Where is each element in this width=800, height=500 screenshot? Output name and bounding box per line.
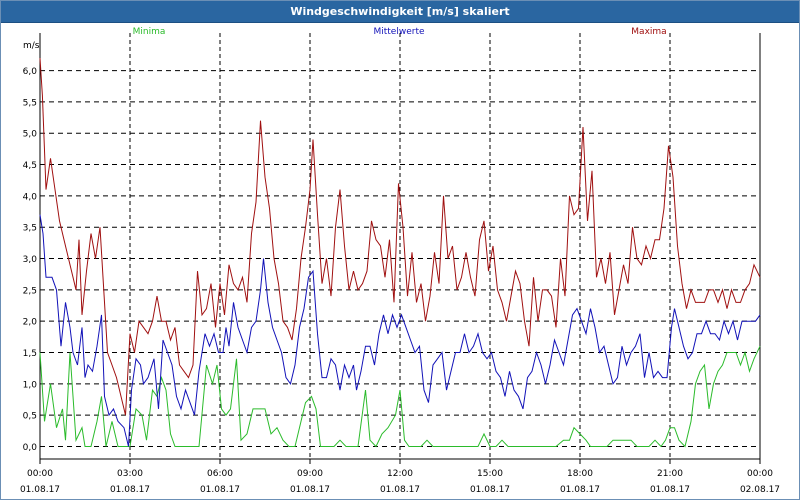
x-tick-time: 06:00	[207, 469, 233, 479]
x-tick-date: 01.08.17	[470, 485, 510, 495]
y-axis-label: m/s	[23, 41, 40, 51]
line-chart: 0,0 0,5 1,0 1,5 2,0 2,5 3,0 3,5 4,0 4,5 5,0 5,5 6,0 m…	[20, 27, 780, 495]
y-tick-label: 4,5	[23, 161, 37, 171]
x-tick-date: 01.08.17	[200, 485, 240, 495]
y-tick-label: 5,0	[23, 130, 38, 140]
y-tick-label: 0,5	[23, 412, 37, 422]
y-tick-label: 4,0	[23, 192, 38, 202]
legend-mittelwerte: Mittelwerte	[373, 27, 424, 37]
x-tick-date: 01.08.17	[20, 485, 60, 495]
title-bar: Windgeschwindigkeit [m/s] skaliert	[1, 1, 799, 23]
legend-maxima: Maxima	[631, 27, 666, 37]
x-tick-time: 03:00	[117, 469, 143, 479]
y-tick-label: 3,0	[23, 255, 38, 265]
y-tick-label: 3,5	[23, 224, 37, 234]
legend-minima: Minima	[133, 27, 166, 37]
x-tick-date: 01.08.17	[650, 485, 690, 495]
x-tick-date: 01.08.17	[110, 485, 150, 495]
y-tick-label: 5,5	[23, 98, 37, 108]
x-tick-time: 00:00	[747, 469, 773, 479]
series-line-maxima	[39, 58, 761, 416]
y-tick-label: 6,0	[23, 67, 38, 77]
series-line-minima	[39, 345, 761, 448]
x-tick-time: 12:00	[387, 469, 413, 479]
y-tick-label: 0,0	[23, 443, 38, 453]
series-line-mittelwerte	[39, 214, 761, 447]
x-tick-date: 01.08.17	[560, 485, 600, 495]
y-tick-label: 2,0	[23, 318, 38, 328]
y-tick-label: 1,5	[23, 349, 37, 359]
x-tick-date: 01.08.17	[380, 485, 420, 495]
x-tick-time: 21:00	[657, 469, 683, 479]
y-tick-label: 1,0	[23, 380, 38, 390]
y-tick-label: 2,5	[23, 286, 37, 296]
x-tick-time: 09:00	[297, 469, 323, 479]
x-tick-time: 18:00	[567, 469, 593, 479]
x-tick-time: 15:00	[477, 469, 503, 479]
x-tick-date: 02.08.17	[740, 485, 780, 495]
window-title: Windgeschwindigkeit [m/s] skaliert	[290, 5, 510, 18]
x-tick-date: 01.08.17	[290, 485, 330, 495]
x-tick-time: 00:00	[27, 469, 53, 479]
